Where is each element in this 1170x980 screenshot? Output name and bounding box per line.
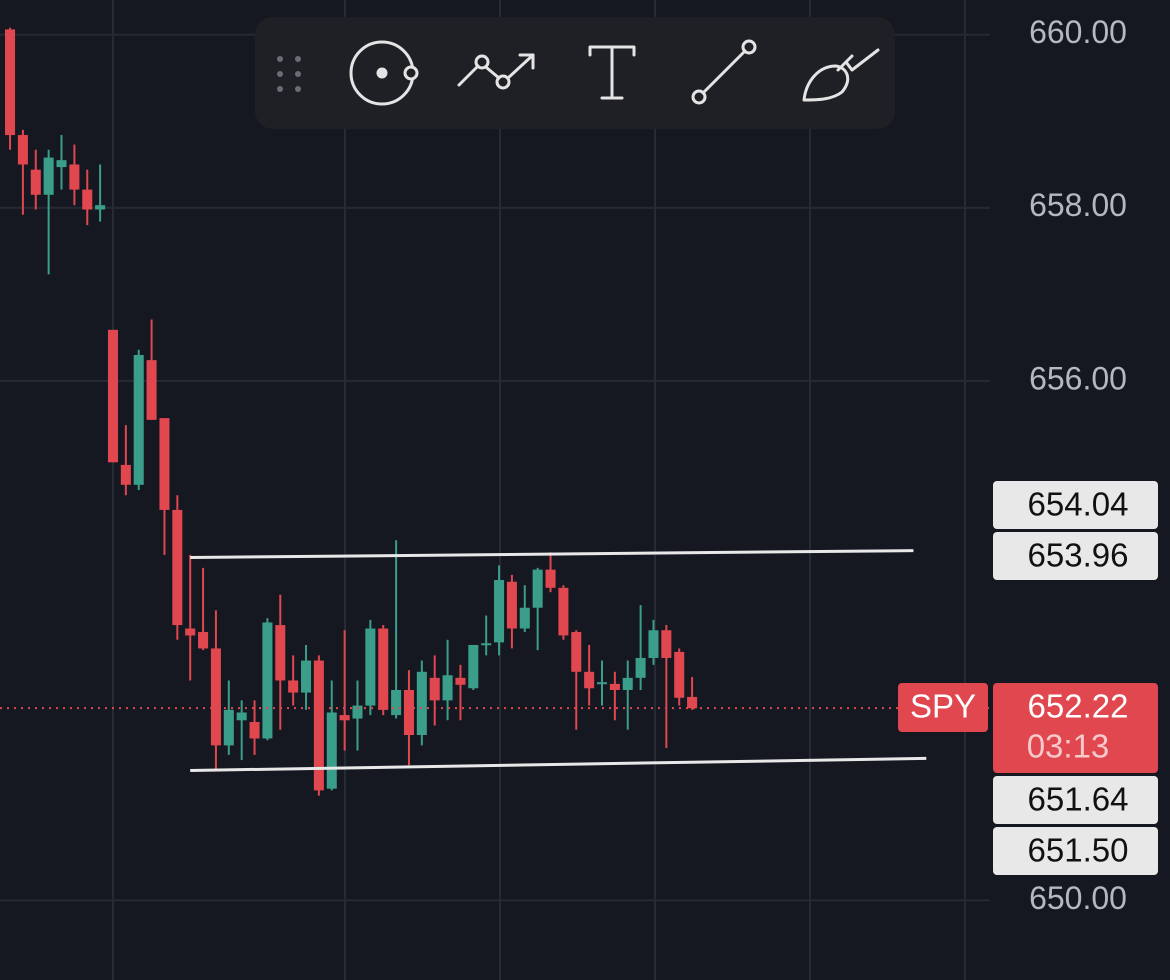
candle-body [635,657,646,678]
candle-body [403,689,414,735]
candle-body [5,29,16,136]
price-box-label: 653.96 [1028,537,1129,574]
candle-body [442,675,453,701]
candle-body [391,689,402,716]
toolbar-bg [255,17,895,129]
price-box [993,827,1158,875]
y-tick-label: 650.00 [1029,880,1127,916]
candle-body [185,628,196,636]
candle-body [532,569,543,608]
symbol-label: SPY [910,688,976,725]
candle-body [378,628,389,710]
candle-body [172,509,183,626]
drag-handle[interactable] [277,56,301,92]
candle-body [365,628,376,706]
candle-body [95,205,106,210]
candle-body [120,464,131,485]
price-box [993,776,1158,824]
candle-body [661,630,672,658]
brush-tool[interactable] [802,48,880,102]
candle-body [82,189,93,210]
candle-body [648,630,659,658]
price-box-label: 654.04 [1028,486,1129,523]
candle-body [429,677,440,701]
countdown-label: 03:13 [1027,728,1110,765]
candle-body [262,622,273,739]
candle-body [339,715,350,721]
candle-body [545,569,556,588]
candle-body [210,648,221,746]
candle-body [275,625,286,681]
price-box [993,481,1158,529]
candle-body [558,587,569,636]
candle-body [146,360,157,420]
candle-body [69,164,80,190]
candle-body [313,660,324,791]
candle-body [481,643,492,646]
candle-body [159,418,170,510]
last-price-label: 652.22 [1028,688,1129,725]
candle-body [288,680,299,693]
candle-body [596,682,608,685]
y-tick-label: 660.00 [1029,14,1127,50]
line-tool[interactable] [691,39,757,105]
toolbar [255,17,895,129]
candle-body [455,677,466,685]
candle-body [584,671,595,689]
price-box-label: 651.64 [1028,781,1129,818]
y-tick-label: 658.00 [1029,187,1127,223]
candle-body [506,581,517,629]
candle-body [43,157,54,195]
candle-body [249,722,260,739]
vertical-grid [112,0,966,980]
price-box [993,532,1158,580]
candle-body [30,169,41,195]
candle-body [223,709,234,746]
last-price-box [993,683,1158,773]
circle-tool[interactable] [349,40,419,106]
candle-body [301,660,312,693]
candle-body [609,683,620,690]
candle-body [468,644,479,689]
candle-body [674,651,685,698]
trend-line [190,756,927,772]
candle-body [571,631,582,672]
symbol-box [898,683,988,732]
candle-body [56,160,67,168]
trend-line [190,549,914,560]
candle-body [236,712,247,721]
candle-body [519,607,530,629]
y-tick-label: 656.00 [1029,360,1127,396]
candle-body [107,329,119,463]
candle-body [326,712,337,789]
candle-body [494,580,505,643]
path-tool[interactable] [457,53,535,90]
candle-body [687,696,698,709]
candle-body [622,677,633,690]
candle-body [198,631,209,649]
candle-body [416,671,427,735]
candle-body [352,705,363,719]
text-tool[interactable] [588,45,636,100]
candle-body [17,135,28,165]
price-box-label: 651.50 [1028,832,1129,869]
candle-body [133,354,144,485]
